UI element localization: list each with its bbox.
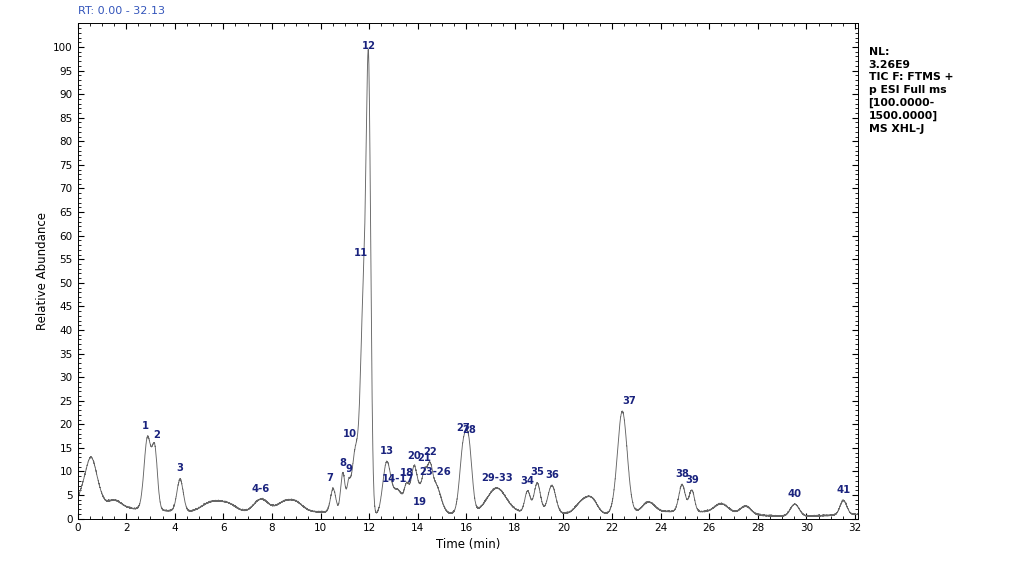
Text: 39: 39 [685, 475, 699, 485]
Text: 38: 38 [675, 469, 689, 479]
Text: 28: 28 [462, 425, 477, 435]
Text: 21: 21 [418, 454, 431, 464]
X-axis label: Time (min): Time (min) [435, 537, 500, 551]
Text: 41: 41 [837, 485, 851, 496]
Text: 18: 18 [400, 468, 414, 478]
Text: 35: 35 [530, 468, 544, 478]
Text: 12: 12 [362, 41, 375, 51]
Text: 29-33: 29-33 [481, 473, 513, 483]
Text: 20: 20 [407, 451, 421, 461]
Text: 27: 27 [457, 423, 470, 433]
Text: 11: 11 [354, 248, 368, 258]
Text: 23-26: 23-26 [420, 466, 451, 476]
Text: 8: 8 [339, 458, 346, 468]
Text: 7: 7 [327, 473, 334, 483]
Text: RT: 0.00 - 32.13: RT: 0.00 - 32.13 [78, 6, 164, 16]
Text: 3: 3 [177, 463, 183, 473]
Text: 4-6: 4-6 [252, 484, 270, 494]
Text: 1: 1 [142, 421, 149, 431]
Text: 34: 34 [520, 475, 535, 486]
Text: 9: 9 [345, 464, 352, 474]
Text: 36: 36 [545, 470, 558, 481]
Text: 14-17: 14-17 [382, 475, 414, 485]
Y-axis label: Relative Abundance: Relative Abundance [36, 212, 49, 330]
Text: NL:
3.26E9
TIC F: FTMS +
p ESI Full ms
[100.0000-
1500.0000]
MS XHL-J: NL: 3.26E9 TIC F: FTMS + p ESI Full ms [… [869, 47, 953, 134]
Text: 10: 10 [342, 430, 357, 440]
Text: 40: 40 [788, 489, 801, 499]
Text: 13: 13 [379, 446, 394, 456]
Text: 22: 22 [423, 447, 436, 457]
Text: 37: 37 [622, 396, 636, 406]
Text: 19: 19 [413, 497, 427, 507]
Text: 2: 2 [153, 430, 160, 440]
